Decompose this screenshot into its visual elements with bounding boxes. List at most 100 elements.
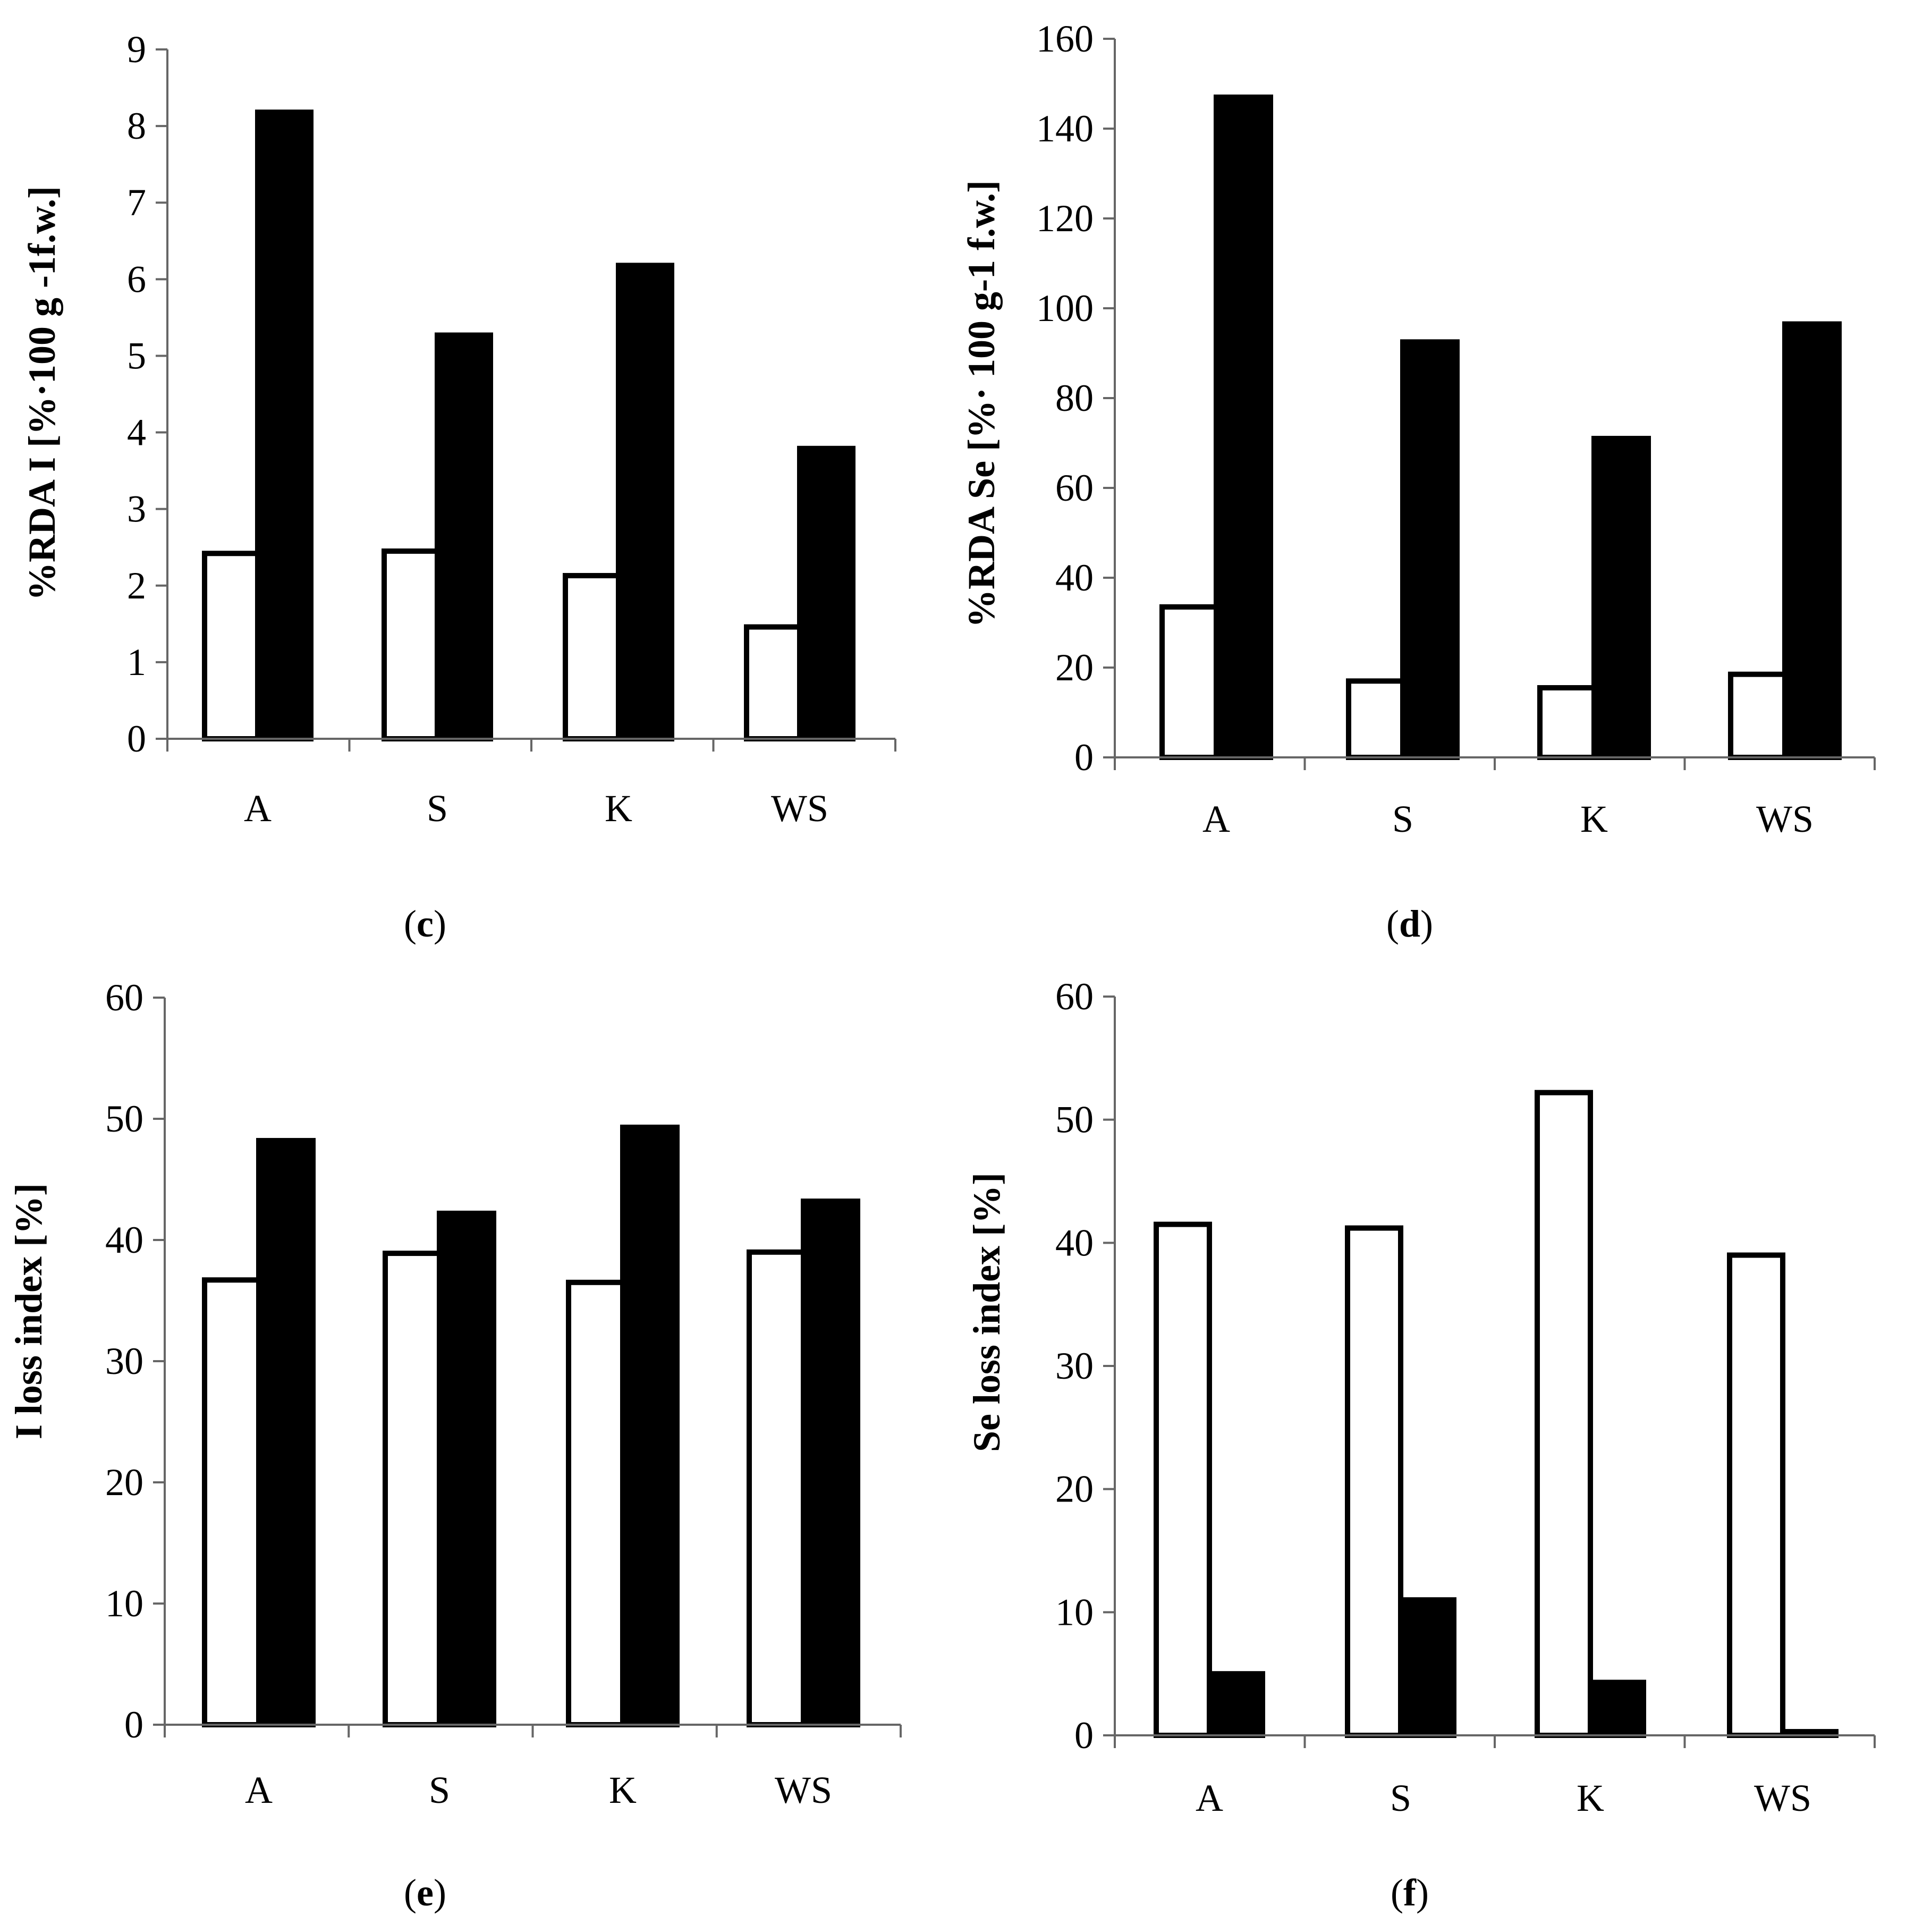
- y-tick-label: 0: [1074, 1714, 1094, 1757]
- bars: [1154, 1090, 1839, 1739]
- bar-white-k: [1537, 685, 1597, 761]
- y-tick-label: 5: [127, 334, 146, 377]
- y-tick-label: 2: [127, 564, 146, 607]
- bar-white-ws: [1728, 671, 1788, 761]
- y-tick-label: 40: [1055, 556, 1094, 599]
- bar-black-a: [255, 109, 314, 741]
- bar-white-s: [383, 1251, 442, 1727]
- y-tick-label: 0: [127, 718, 146, 760]
- bars: [202, 109, 855, 742]
- panel-caption: (f): [1391, 1871, 1429, 1914]
- x-tick-label: WS: [771, 787, 828, 830]
- bar-white-ws: [1727, 1252, 1785, 1738]
- y-tick-label: 8: [127, 105, 146, 147]
- axes: [156, 48, 896, 752]
- y-tick-label: 50: [1055, 1099, 1094, 1141]
- panel-caption: (d): [1386, 902, 1433, 945]
- y-tick-label: 9: [127, 28, 146, 71]
- y-tick-label: 0: [1074, 736, 1094, 779]
- x-tick-label: S: [429, 1769, 450, 1811]
- y-tick-label: 60: [1055, 975, 1094, 1018]
- bar-white-a: [1159, 604, 1219, 761]
- x-tick-label: S: [427, 787, 448, 830]
- x-axis-ticks: A S K WS: [244, 787, 828, 830]
- y-tick-label: 40: [105, 1219, 143, 1261]
- bar-black-ws: [801, 1199, 860, 1728]
- bar-black-ws: [1782, 321, 1842, 760]
- chart-panel-f: 0 10 20 30 40 50 60 A S K WS Se loss index [%] (f…: [965, 975, 1876, 1914]
- x-tick-label: S: [1392, 798, 1413, 840]
- y-axis-label: Se loss index [%]: [965, 1172, 1008, 1452]
- x-tick-label: WS: [1754, 1777, 1811, 1819]
- y-tick-label: 4: [127, 411, 146, 454]
- bar-white-k: [1535, 1090, 1593, 1739]
- y-tick-label: 20: [1055, 646, 1094, 689]
- bars: [1159, 94, 1842, 761]
- y-tick-label: 10: [105, 1582, 143, 1625]
- y-tick-label: 160: [1036, 18, 1094, 60]
- bar-black-k: [1588, 1680, 1646, 1738]
- chart-panel-d: 0 20 40 60 80 100 120 140 160 A S K WS %RDA Se [%· …: [960, 18, 1876, 945]
- bar-black-s: [1400, 339, 1460, 760]
- x-tick-label: S: [1390, 1777, 1411, 1819]
- chart-panel-e: 0 10 20 30 40 50 60 A S K WS I loss index [%] (e): [7, 976, 902, 1914]
- y-tick-label: 80: [1055, 377, 1094, 419]
- bar-white-a: [202, 551, 260, 741]
- bar-white-k: [566, 1279, 625, 1727]
- bar-black-a: [1207, 1671, 1265, 1738]
- panel-caption: (c): [404, 902, 446, 945]
- y-tick-label: 20: [1055, 1468, 1094, 1511]
- y-tick-label: 40: [1055, 1221, 1094, 1264]
- bar-black-s: [435, 332, 493, 741]
- y-tick-label: 140: [1036, 107, 1094, 150]
- y-axis-label: I loss index [%]: [7, 1183, 50, 1439]
- bar-black-a: [1214, 94, 1273, 761]
- x-tick-label: K: [605, 787, 632, 830]
- y-tick-label: 1: [127, 641, 146, 684]
- panel-letter: c: [417, 902, 434, 945]
- bar-white-ws: [744, 624, 802, 741]
- x-tick-label: K: [609, 1769, 637, 1811]
- bars: [202, 1124, 860, 1728]
- x-tick-label: K: [1580, 798, 1608, 840]
- y-tick-label: 30: [1055, 1345, 1094, 1387]
- bar-white-a: [1154, 1221, 1212, 1739]
- bar-black-a: [256, 1138, 316, 1727]
- y-tick-label: 7: [127, 181, 146, 224]
- y-axis-label: %RDA I [%·100 g -1f.w.]: [21, 186, 63, 601]
- x-tick-label: WS: [1756, 798, 1814, 840]
- y-tick-label: 3: [127, 488, 146, 530]
- bar-black-ws: [797, 445, 855, 741]
- x-axis-ticks: A S K WS: [1202, 798, 1814, 840]
- panel-letter: d: [1399, 902, 1420, 945]
- y-tick-label: 60: [1055, 467, 1094, 509]
- y-tick-label: 120: [1036, 197, 1094, 240]
- bar-white-s: [1346, 678, 1405, 760]
- axes: [1103, 995, 1876, 1748]
- y-axis-label: %RDA Se [%· 100 g-1 f.w.]: [960, 180, 1003, 628]
- bar-white-s: [1345, 1225, 1403, 1738]
- x-tick-label: WS: [775, 1769, 832, 1811]
- x-tick-label: K: [1577, 1777, 1604, 1819]
- x-tick-label: A: [245, 1769, 273, 1811]
- axes: [1103, 38, 1876, 770]
- y-tick-label: 6: [127, 258, 146, 300]
- x-tick-label: A: [1196, 1777, 1223, 1819]
- y-axis-ticks: 0 10 20 30 40 50 60: [105, 976, 143, 1746]
- bar-black-k: [616, 263, 674, 742]
- x-tick-label: A: [244, 787, 272, 830]
- y-tick-label: 100: [1036, 287, 1094, 330]
- bar-white-s: [382, 548, 440, 741]
- bar-white-ws: [747, 1249, 806, 1727]
- bar-white-a: [202, 1277, 261, 1727]
- bar-black-k: [620, 1124, 680, 1728]
- y-axis-ticks: 0 20 40 60 80 100 120 140 160: [1036, 18, 1094, 779]
- y-tick-label: 60: [105, 976, 143, 1019]
- y-tick-label: 10: [1055, 1591, 1094, 1633]
- y-axis-ticks: 0 10 20 30 40 50 60: [1055, 975, 1094, 1757]
- y-tick-label: 30: [105, 1340, 143, 1382]
- bar-white-k: [563, 573, 621, 741]
- y-tick-label: 20: [105, 1461, 143, 1504]
- x-axis-ticks: A S K WS: [1196, 1777, 1811, 1819]
- panel-letter: e: [417, 1871, 434, 1914]
